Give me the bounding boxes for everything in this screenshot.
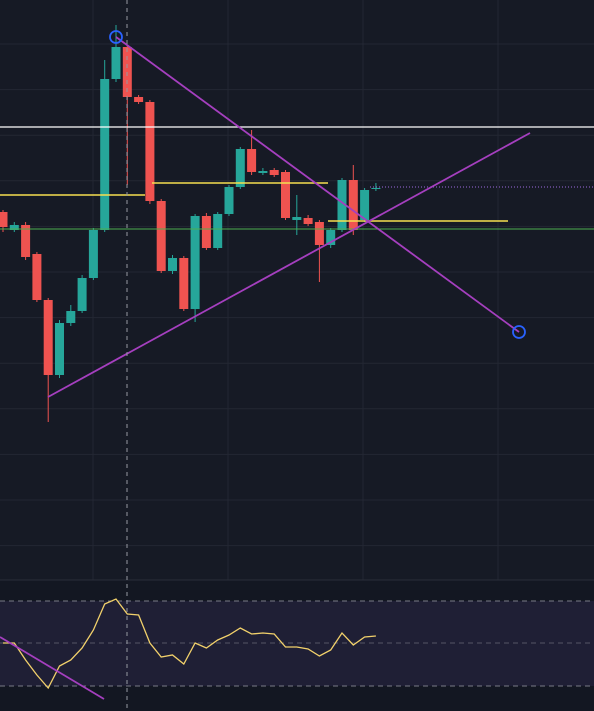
candle-body (43, 300, 53, 375)
indicator-line (3, 598, 376, 690)
candle-body (247, 149, 257, 172)
candle-body (258, 171, 268, 173)
candle-body (0, 212, 8, 227)
indicator-pane (0, 580, 594, 711)
candle-body (360, 190, 370, 220)
candle-body (201, 216, 211, 248)
candle-body (66, 311, 76, 323)
candle-body (337, 180, 347, 230)
candle-body (168, 258, 177, 271)
candle-body (88, 230, 98, 278)
candle-body (213, 214, 223, 248)
candle-body (348, 180, 358, 230)
candle-body (32, 254, 42, 300)
candle-body (371, 188, 381, 189)
candle-body (134, 97, 144, 102)
candle-body (111, 47, 121, 79)
candle-body (190, 216, 200, 309)
trend-line (47, 132, 531, 398)
candle-body (269, 170, 279, 175)
candle-body (77, 278, 87, 311)
candle-body (224, 187, 234, 214)
trend-line (0, 636, 105, 700)
candle-body (303, 218, 313, 224)
candle-body (100, 79, 110, 230)
candle-body (292, 217, 302, 220)
candle-body (9, 225, 19, 230)
candle-body (314, 222, 324, 245)
candle-body (235, 149, 245, 187)
candle-body (326, 230, 336, 245)
candle-body (145, 102, 155, 201)
candle-body (55, 323, 64, 375)
candle-body (179, 258, 189, 309)
candle-body (21, 225, 31, 257)
candle-body (281, 172, 290, 218)
anchor[interactable] (512, 325, 526, 339)
trend-line (115, 36, 520, 333)
anchor[interactable] (109, 30, 123, 44)
candle-body (156, 201, 166, 271)
